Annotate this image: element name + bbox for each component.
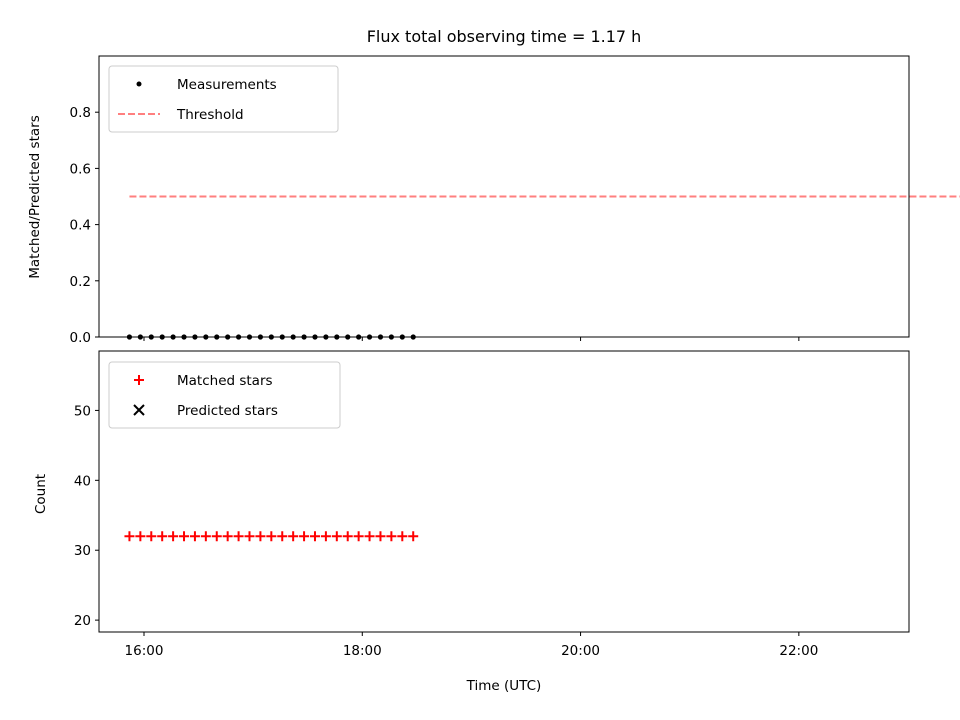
legend-matched-marker [134,375,144,385]
matched-star-point [277,531,288,542]
bottom-legend: Matched stars Predicted stars [108,361,341,429]
matched-star-point [211,531,222,542]
x-tick-label: 18:00 [343,643,382,659]
x-axis-label: Time (UTC) [466,678,542,694]
matched-star-point [244,531,255,542]
legend-predicted-marker [133,404,145,416]
matched-star-point [146,531,157,542]
y-tick-label: 0.4 [70,218,91,234]
matched-star-point [255,531,266,542]
matched-star-point [135,531,146,542]
bottom-y-axis-label: Count [33,474,49,514]
matched-star-point [266,531,277,542]
y-tick-label: 0.2 [70,274,91,290]
bottom-legend-frame [108,361,341,429]
top-y-axis-ticks: 0.0 0.2 0.4 0.6 0.8 [70,105,99,346]
bottom-series-layer [124,531,419,542]
matched-star-point [408,531,419,542]
top-legend: Measurements Threshold [108,65,339,133]
y-tick-label: 0.6 [70,161,91,177]
y-tick-label: 20 [74,613,91,629]
matched-star-point [320,531,331,542]
x-tick-label: 16:00 [125,643,164,659]
matched-star-point [309,531,320,542]
legend-measurements-label: Measurements [177,77,277,93]
y-tick-label: 30 [74,543,91,559]
matched-star-point [179,531,190,542]
top-legend-frame [108,65,339,133]
matched-star-point [342,531,353,542]
matched-star-point [288,531,299,542]
bottom-y-axis-ticks: 20 30 40 50 [74,403,99,629]
x-tick-label: 20:00 [561,643,600,659]
bottom-plot-frame [98,350,910,633]
matched-star-point [222,531,233,542]
matched-star-point [364,531,375,542]
matched-star-point [189,531,200,542]
y-tick-label: 0.0 [70,330,91,346]
matched-star-point [386,531,397,542]
matched-star-point [168,531,179,542]
matched-star-point [331,531,342,542]
top-plot-frame [98,55,910,338]
top-x-axis-ticks [143,337,800,341]
legend-predicted-label: Predicted stars [177,403,278,419]
matched-star-point [157,531,168,542]
legend-matched-label: Matched stars [177,373,273,389]
legend-measurements-marker [136,81,142,87]
y-tick-label: 0.8 [70,105,91,121]
x-tick-label: 22:00 [779,643,818,659]
top-panel-matched-ratio: 0.00.20.40.60.8 Matched/Predicted stars … [27,55,960,346]
matched-star-point [375,531,386,542]
matched-star-point [200,531,211,542]
matched-star-point [353,531,364,542]
legend-threshold-label: Threshold [176,107,244,123]
top-y-axis-label: Matched/Predicted stars [27,115,43,278]
matched-star-point [124,531,135,542]
y-tick-label: 40 [74,473,91,489]
chart-title: Flux total observing time = 1.17 h [367,27,642,46]
matched-star-point [299,531,310,542]
matched-star-point [397,531,408,542]
y-tick-label: 50 [74,403,91,419]
matched-star-point [233,531,244,542]
